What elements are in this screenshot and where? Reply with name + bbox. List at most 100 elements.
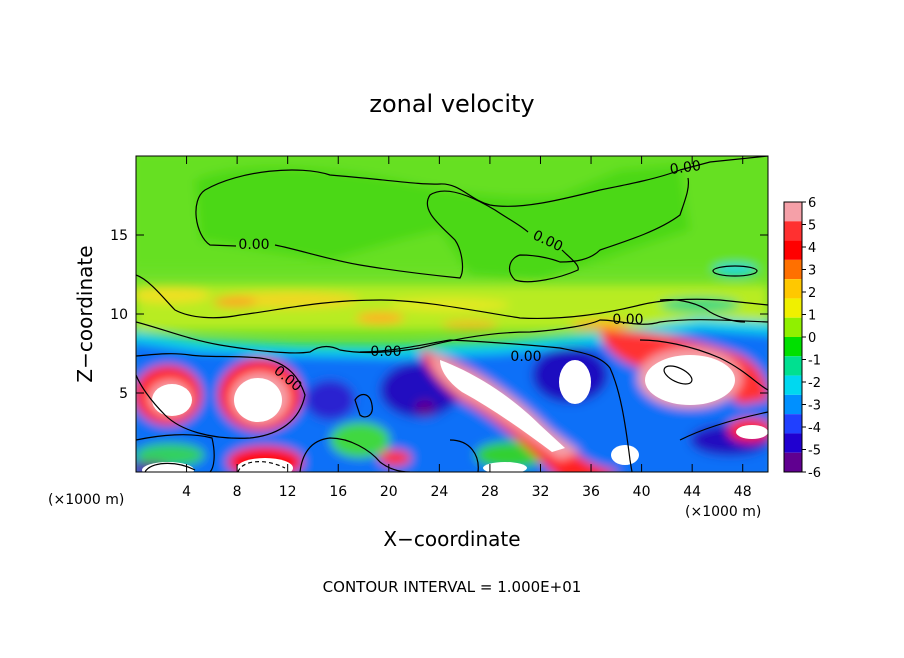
x-tick-label: 8 [233,484,242,500]
x-axis: 4 8 12 16 20 24 28 32 36 40 44 48 [182,156,752,500]
y-tick-label: 15 [110,228,128,244]
field-orange-2 [356,312,404,324]
contour-ring-2 [712,265,758,277]
x-tick-label: 24 [430,484,448,500]
field-orange-3 [570,320,630,330]
white-core-3 [645,355,735,405]
x-tick-label: 12 [279,484,297,500]
white-core-1 [234,378,282,422]
contour-line-8 [136,434,215,472]
x-tick-label: 44 [683,484,701,500]
contour-line-14 [449,439,479,472]
field-yellow-1 [136,287,210,303]
colorbar-tick-label: -6 [808,466,821,481]
contour-lines [136,156,768,472]
x-tick-label: 20 [380,484,398,500]
colorbar-tick-label: 3 [808,264,816,279]
contour-label: 0.00 [669,158,702,178]
colorbar: 6 5 4 3 2 1 0 -1 -2 -3 -4 -5 -6 [783,196,821,481]
colorbar-tick-label: -4 [808,421,821,436]
white-core-10 [483,462,527,472]
contour-ring-3 [144,462,196,472]
y-tick-label: 5 [119,386,128,402]
white-core-9 [611,445,639,465]
x-tick-label: 36 [582,484,600,500]
field-cyan-edge [136,318,768,358]
white-core-4 [440,360,565,452]
field-red-blob-5 [379,450,411,466]
white-core-2 [152,384,192,416]
field-purple-1 [415,400,435,416]
x-tick-label: 4 [182,484,191,500]
contour-line-4 [136,274,768,320]
colorbar-swatch [784,259,802,280]
contour-label: 0.00 [612,312,643,328]
white-core-6 [237,458,293,472]
x-axis-title: X−coordinate [383,527,520,551]
x-multiplier-right: (×1000 m) [685,504,761,520]
field-orange-4 [442,320,498,330]
contour-line-12 [354,394,373,418]
y-axis: 5 10 15 [110,228,768,402]
colorbar-swatch [784,337,802,357]
contour-ring-1 [663,365,693,385]
colorbar-swatch [784,452,802,472]
field-green-1 [330,422,390,458]
colorbar-swatch [784,433,802,453]
y-axis-title: Z−coordinate [73,245,97,382]
white-core-8 [736,425,768,439]
colorbar-tick-label: 0 [808,331,816,346]
colorbar-tick-label: 1 [808,309,816,324]
colorbar-tick-label: 4 [808,241,816,256]
colorbar-swatch [784,202,802,222]
colorbar-tick-label: -5 [808,444,821,459]
colorbar-swatch [784,317,802,337]
contour-line-2 [274,190,529,279]
colorbar-tick-label: -3 [808,399,821,414]
plot-area [136,156,768,472]
colorbar-tick-label: -1 [808,354,821,369]
contour-line-3 [508,177,690,283]
colorbar-tick-label: 6 [808,196,816,211]
field-green-3 [136,443,205,467]
x-tick-label: 16 [329,484,347,500]
chart-title: zonal velocity [369,90,534,118]
contour-ring-4 [237,461,286,472]
colorbar-swatch [784,356,802,376]
field-upper-patch [195,165,690,280]
contour-line-13 [659,299,746,323]
contour-label: 0.00 [510,349,541,365]
contour-line-1 [195,156,768,247]
field-orange-1 [213,297,257,307]
contour-label: 0.00 [238,237,269,253]
contour-line-9 [299,437,411,472]
contour-line-11 [679,411,768,441]
x-tick-label: 48 [734,484,752,500]
colorbar-swatch [784,298,802,318]
velocity-field [136,156,768,472]
contour-label: 0.00 [370,344,401,360]
x-multiplier-left: (×1000 m) [48,492,124,508]
colorbar-tick-label: 2 [808,286,816,301]
colorbar-swatch [784,375,802,395]
colorbar-swatch [784,394,802,415]
contour-line-6 [136,353,306,439]
colorbar-swatch [784,414,802,434]
colorbar-swatch [784,240,802,260]
contour-interval-note: CONTOUR INTERVAL = 1.000E+01 [323,578,582,596]
field-navy-2 [305,380,355,420]
x-tick-label: 40 [633,484,651,500]
x-tick-label: 32 [532,484,550,500]
white-core-5 [559,360,591,404]
contour-line-10 [639,339,768,391]
colorbar-tick-label: -2 [808,376,821,391]
contour-line-5 [136,319,768,354]
contour-line-7 [359,339,633,472]
colorbar-swatch [784,221,802,241]
y-tick-label: 10 [110,307,128,323]
x-tick-label: 28 [481,484,499,500]
colorbar-swatch [784,279,802,299]
colorbar-tick-label: 5 [808,219,816,234]
saturated-regions [142,355,768,472]
